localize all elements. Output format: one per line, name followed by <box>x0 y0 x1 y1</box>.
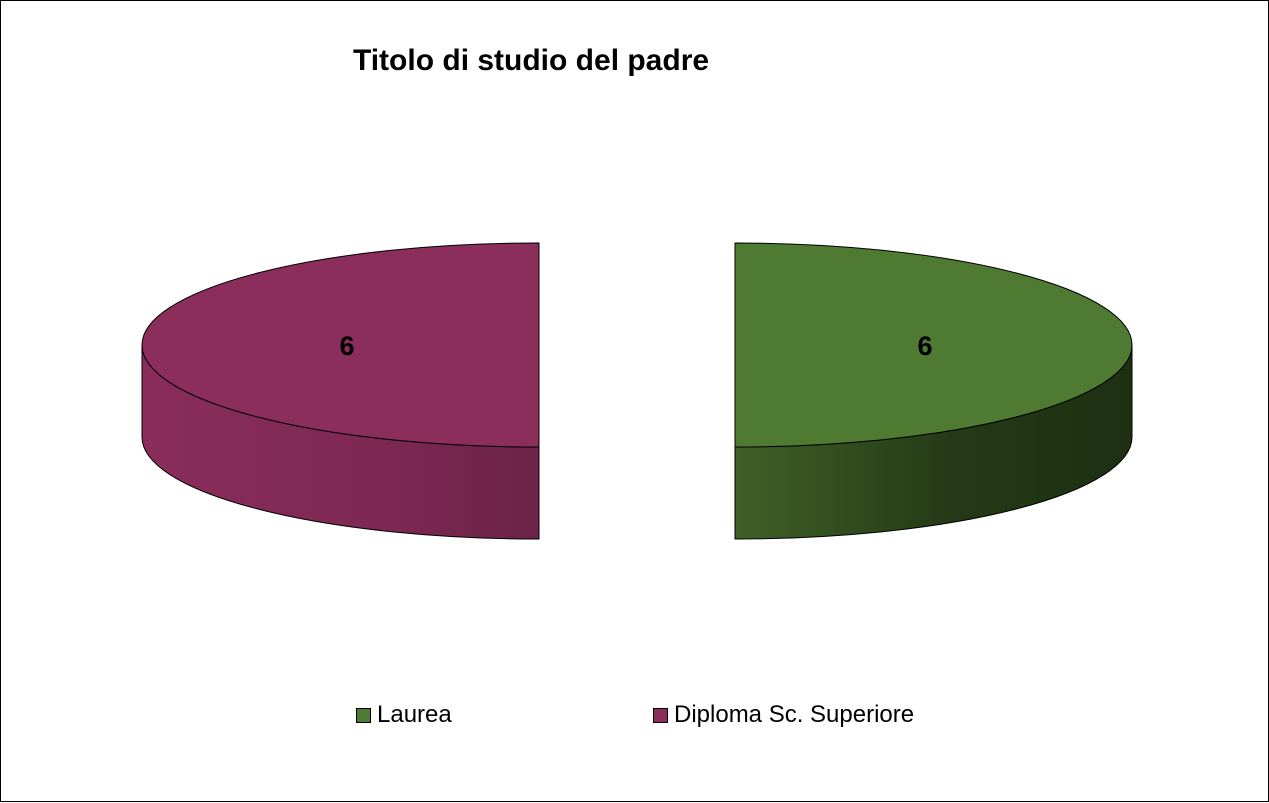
data-label-laurea: 6 <box>917 331 932 361</box>
pie-slice-laurea-top <box>734 242 1133 448</box>
data-label-diploma: 6 <box>339 331 354 361</box>
pie-slice-diploma-top <box>141 242 540 448</box>
pie-slice-diploma: 6 <box>141 242 540 540</box>
chart-legend: Laurea Diploma Sc. Superiore <box>1 699 1269 731</box>
pie-slice-laurea: 6 <box>734 242 1133 540</box>
legend-swatch-diploma <box>653 707 668 723</box>
legend-swatch-laurea <box>356 707 371 723</box>
legend-label-laurea: Laurea <box>377 701 452 728</box>
legend-item-laurea: Laurea <box>356 699 452 731</box>
legend-item-diploma: Diploma Sc. Superiore <box>653 699 914 731</box>
legend-label-diploma: Diploma Sc. Superiore <box>674 701 915 728</box>
chart-title: Titolo di studio del padre <box>352 44 710 77</box>
